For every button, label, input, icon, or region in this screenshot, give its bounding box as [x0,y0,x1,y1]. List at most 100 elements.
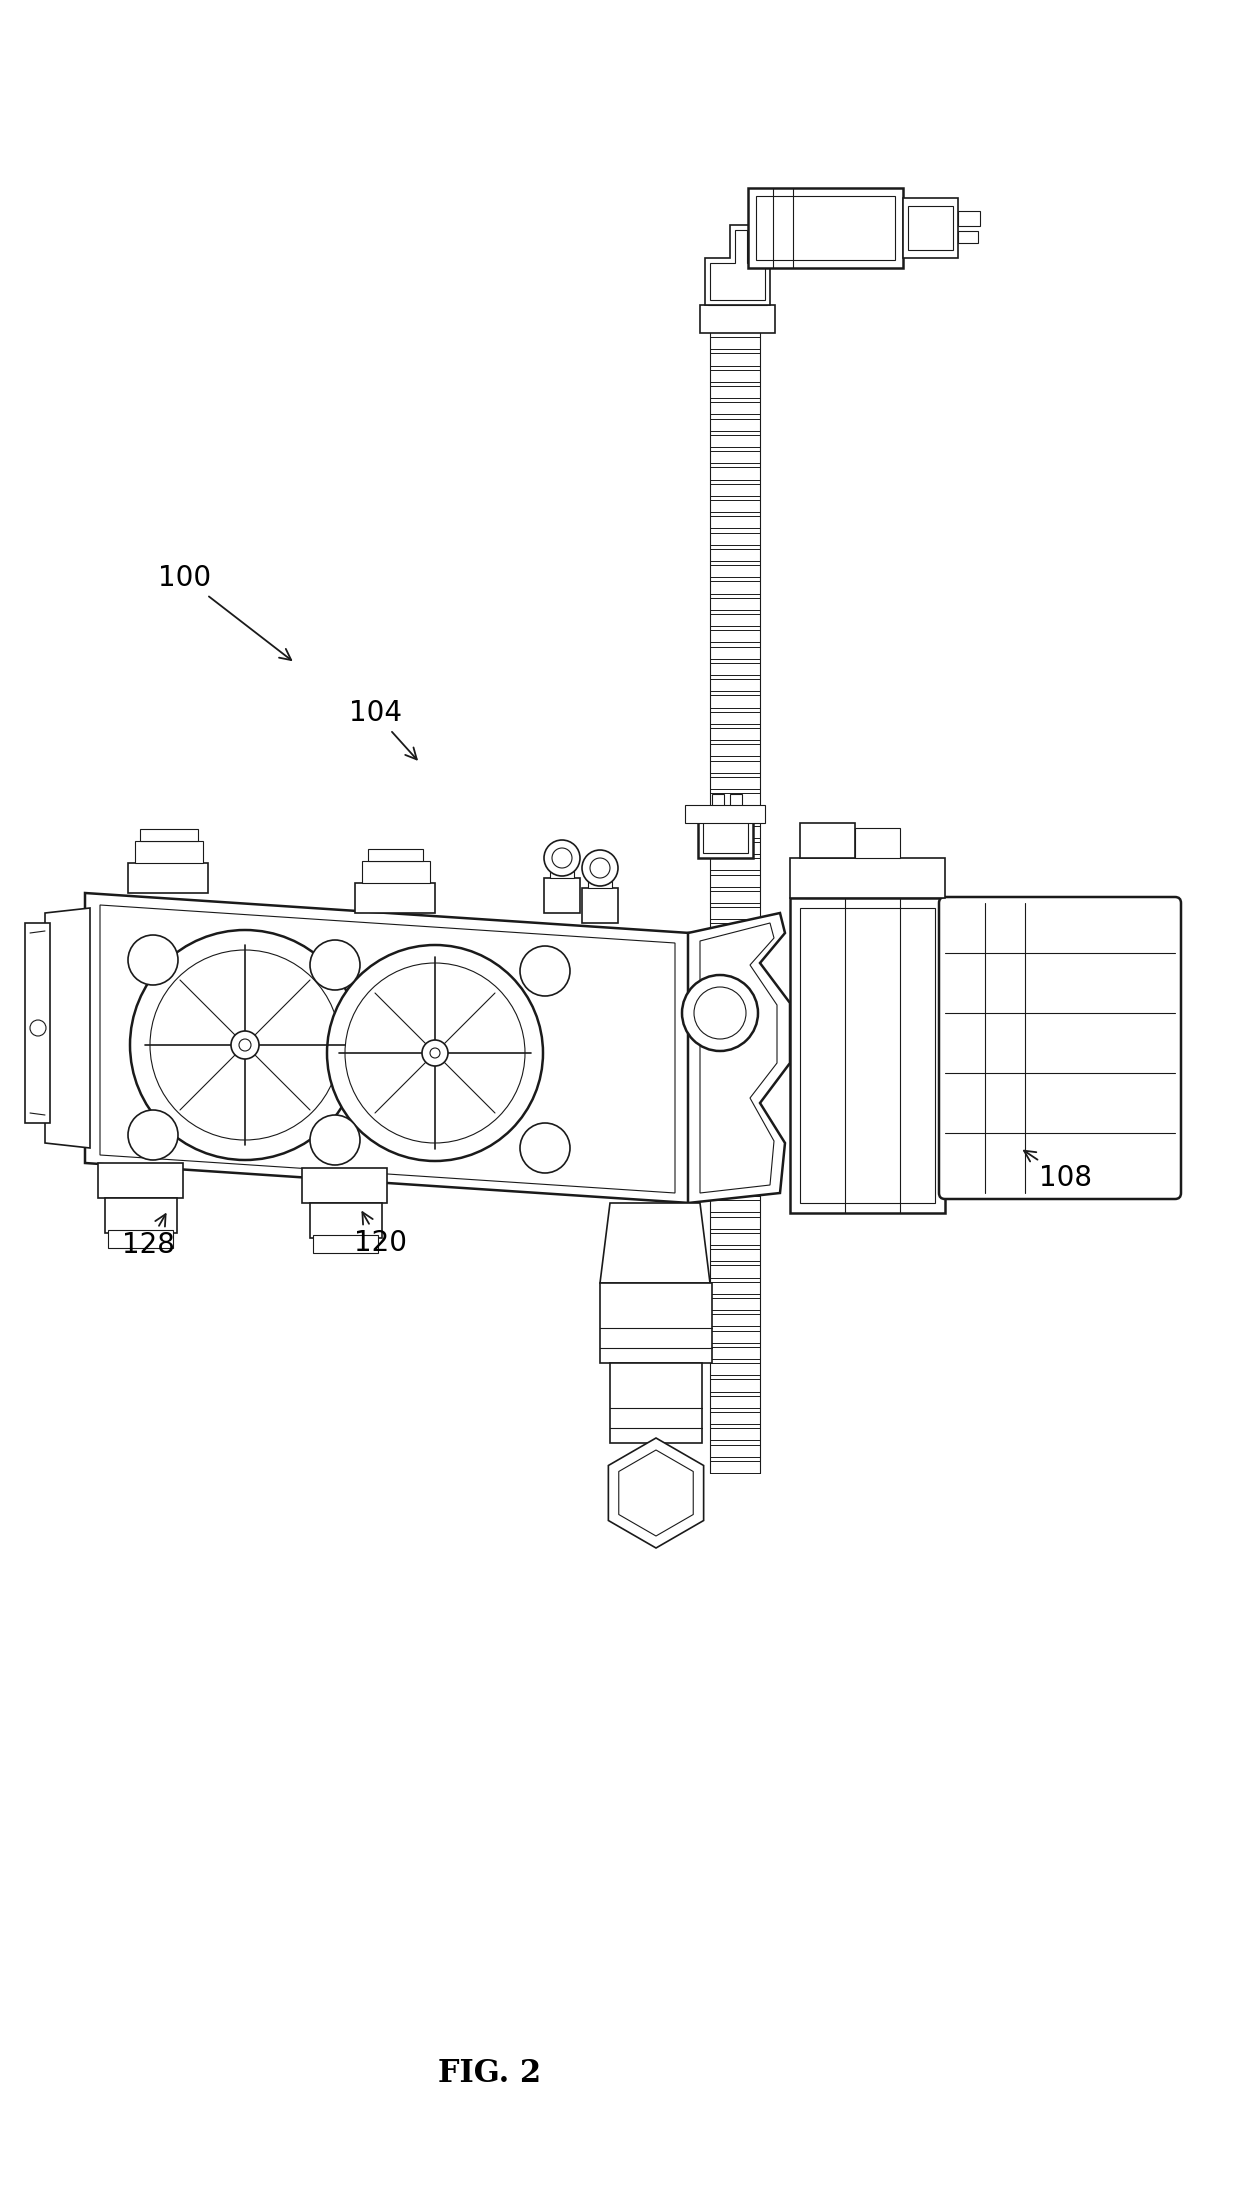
Bar [711,1071,760,1082]
Bar [711,1364,760,1375]
Bar [711,1282,760,1293]
Bar [98,1163,184,1198]
Bar [25,923,50,1124]
Bar [135,842,203,864]
Bar [711,630,760,643]
Circle shape [590,857,610,879]
Bar [711,972,760,985]
Bar [711,727,760,740]
Bar [711,875,760,888]
Circle shape [128,1110,179,1161]
Bar [959,211,980,227]
Bar [711,1020,760,1033]
Bar [600,1282,712,1364]
Bar [790,857,945,899]
Bar [711,760,760,773]
Bar [711,956,760,967]
Bar [711,1201,760,1212]
Polygon shape [706,225,770,304]
Bar [303,1168,387,1203]
Bar [711,419,760,432]
Bar [711,1152,760,1163]
Bar [108,1229,174,1249]
Bar [712,275,763,286]
Circle shape [552,848,572,868]
Circle shape [520,945,570,996]
Bar [711,1038,760,1049]
Bar [711,842,760,855]
Circle shape [231,1031,259,1060]
Bar [701,304,775,333]
Circle shape [694,987,746,1040]
Bar [711,1315,760,1326]
Bar [711,467,760,480]
Bar [711,1331,760,1342]
Bar [711,582,760,593]
Bar [711,989,760,1000]
Circle shape [150,949,340,1139]
Bar [711,696,760,707]
Bar [140,828,198,842]
Bar [711,1428,760,1441]
Bar [711,908,760,919]
Circle shape [520,1124,570,1172]
Bar [105,1198,177,1234]
Bar [730,793,742,815]
Bar [698,815,753,857]
Bar [711,566,760,577]
Bar [711,549,760,562]
Bar [711,500,760,511]
Circle shape [310,941,360,989]
Bar [711,485,760,496]
Bar [711,352,760,366]
Bar [711,645,760,659]
Bar [711,1265,760,1278]
Bar [368,848,423,861]
Bar [711,712,760,725]
Polygon shape [100,905,675,1194]
Polygon shape [609,1439,703,1549]
Polygon shape [701,923,777,1194]
Text: 108: 108 [1024,1150,1091,1192]
Polygon shape [600,1203,711,1282]
Circle shape [327,945,543,1161]
Circle shape [422,1040,448,1066]
Bar [711,1412,760,1423]
Bar [711,793,760,806]
Bar [711,1397,760,1408]
Bar [711,1379,760,1392]
Bar [908,207,954,249]
Bar [800,908,935,1203]
Bar [711,679,760,692]
Bar [711,923,760,936]
Circle shape [682,976,758,1051]
Bar [711,1102,760,1115]
Bar [711,663,760,674]
Bar [711,337,760,350]
Bar [711,386,760,399]
FancyBboxPatch shape [939,897,1180,1198]
Bar [959,231,978,242]
Bar [582,888,618,923]
Circle shape [345,963,525,1143]
Circle shape [430,1049,440,1057]
Bar [711,1216,760,1229]
Bar [551,857,574,879]
Bar [756,196,895,260]
Bar [711,745,760,756]
Bar [790,899,945,1214]
Bar [856,828,900,857]
Bar [711,859,760,870]
Bar [711,941,760,952]
Bar [711,533,760,544]
Bar [711,1135,760,1148]
Bar [711,615,760,626]
Bar [711,434,760,447]
Bar [711,452,760,463]
Bar [903,198,959,258]
Bar [128,864,208,892]
Polygon shape [619,1450,693,1535]
Bar [711,1005,760,1018]
Circle shape [310,1115,360,1165]
Bar [355,883,435,912]
